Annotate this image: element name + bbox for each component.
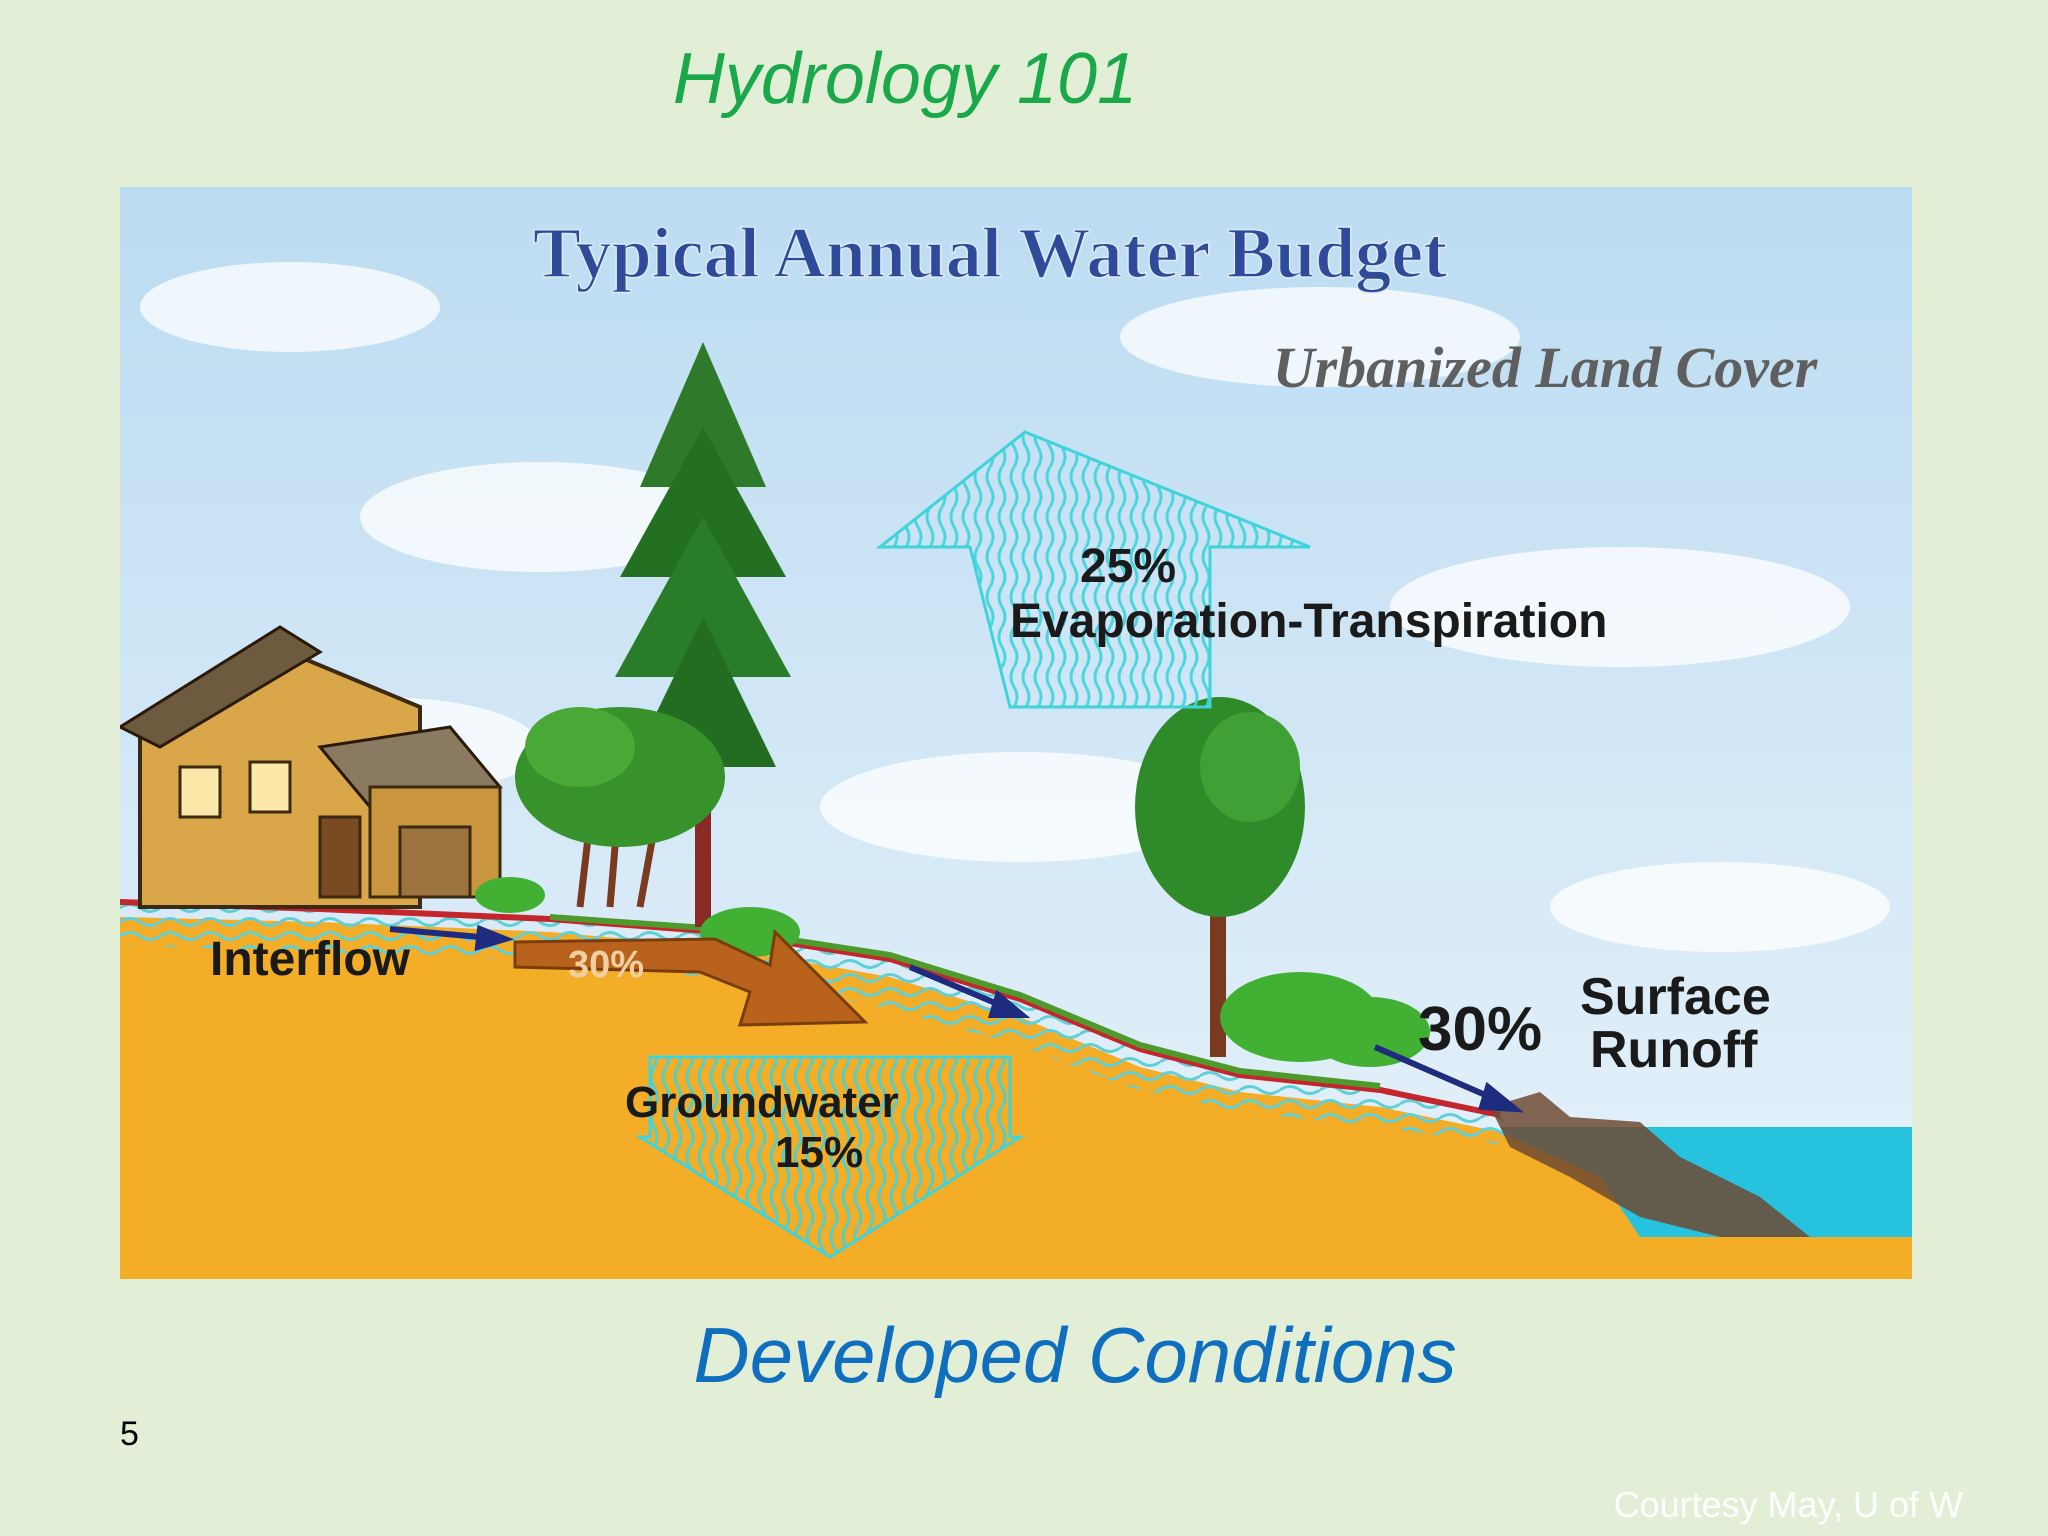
groundwater-percent: 15% — [775, 1128, 863, 1177]
surface-runoff-label-line2: Runoff — [1590, 1021, 1758, 1079]
groundwater-arrow — [634, 1055, 1026, 1259]
surface-runoff-label-line1: Surface — [1580, 968, 1771, 1026]
soil — [120, 917, 1912, 1279]
tall-tree-illustration — [615, 342, 791, 927]
shoreline-rocks — [1490, 1092, 1810, 1237]
diagram-subheading: Urbanized Land Cover — [1273, 335, 1818, 400]
interflow-arrow — [513, 928, 869, 1027]
flow-arrows — [389, 924, 1525, 1113]
page-number: 5 — [120, 1415, 139, 1453]
slide-caption: Developed Conditions — [693, 1311, 1457, 1399]
small-tree-right — [1135, 697, 1305, 1057]
ground-surface — [120, 899, 1501, 1118]
image-credit: Courtesy May, U of W — [1613, 1484, 1963, 1525]
interflow-percent: 30% — [568, 944, 644, 986]
evapotranspiration-percent: 25% — [1080, 540, 1176, 593]
water-budget-diagram: Typical Annual Water Budget Urbanized La… — [120, 187, 1912, 1279]
small-tree-left — [515, 707, 725, 908]
groundwater-label: Groundwater — [625, 1078, 899, 1127]
evapotranspiration-label: Evaporation-Transpiration — [1010, 595, 1607, 648]
interflow-band — [120, 902, 1520, 1147]
surface-runoff-percent: 30% — [1418, 995, 1542, 1064]
house-illustration — [120, 625, 503, 909]
interflow-label: Interflow — [210, 933, 411, 986]
evapotranspiration-arrow — [875, 430, 1311, 709]
slide-title: Hydrology 101 — [672, 39, 1138, 119]
diagram-heading: Typical Annual Water Budget — [533, 213, 1447, 293]
diagram-illustration: Typical Annual Water Budget Urbanized La… — [120, 187, 1912, 1279]
